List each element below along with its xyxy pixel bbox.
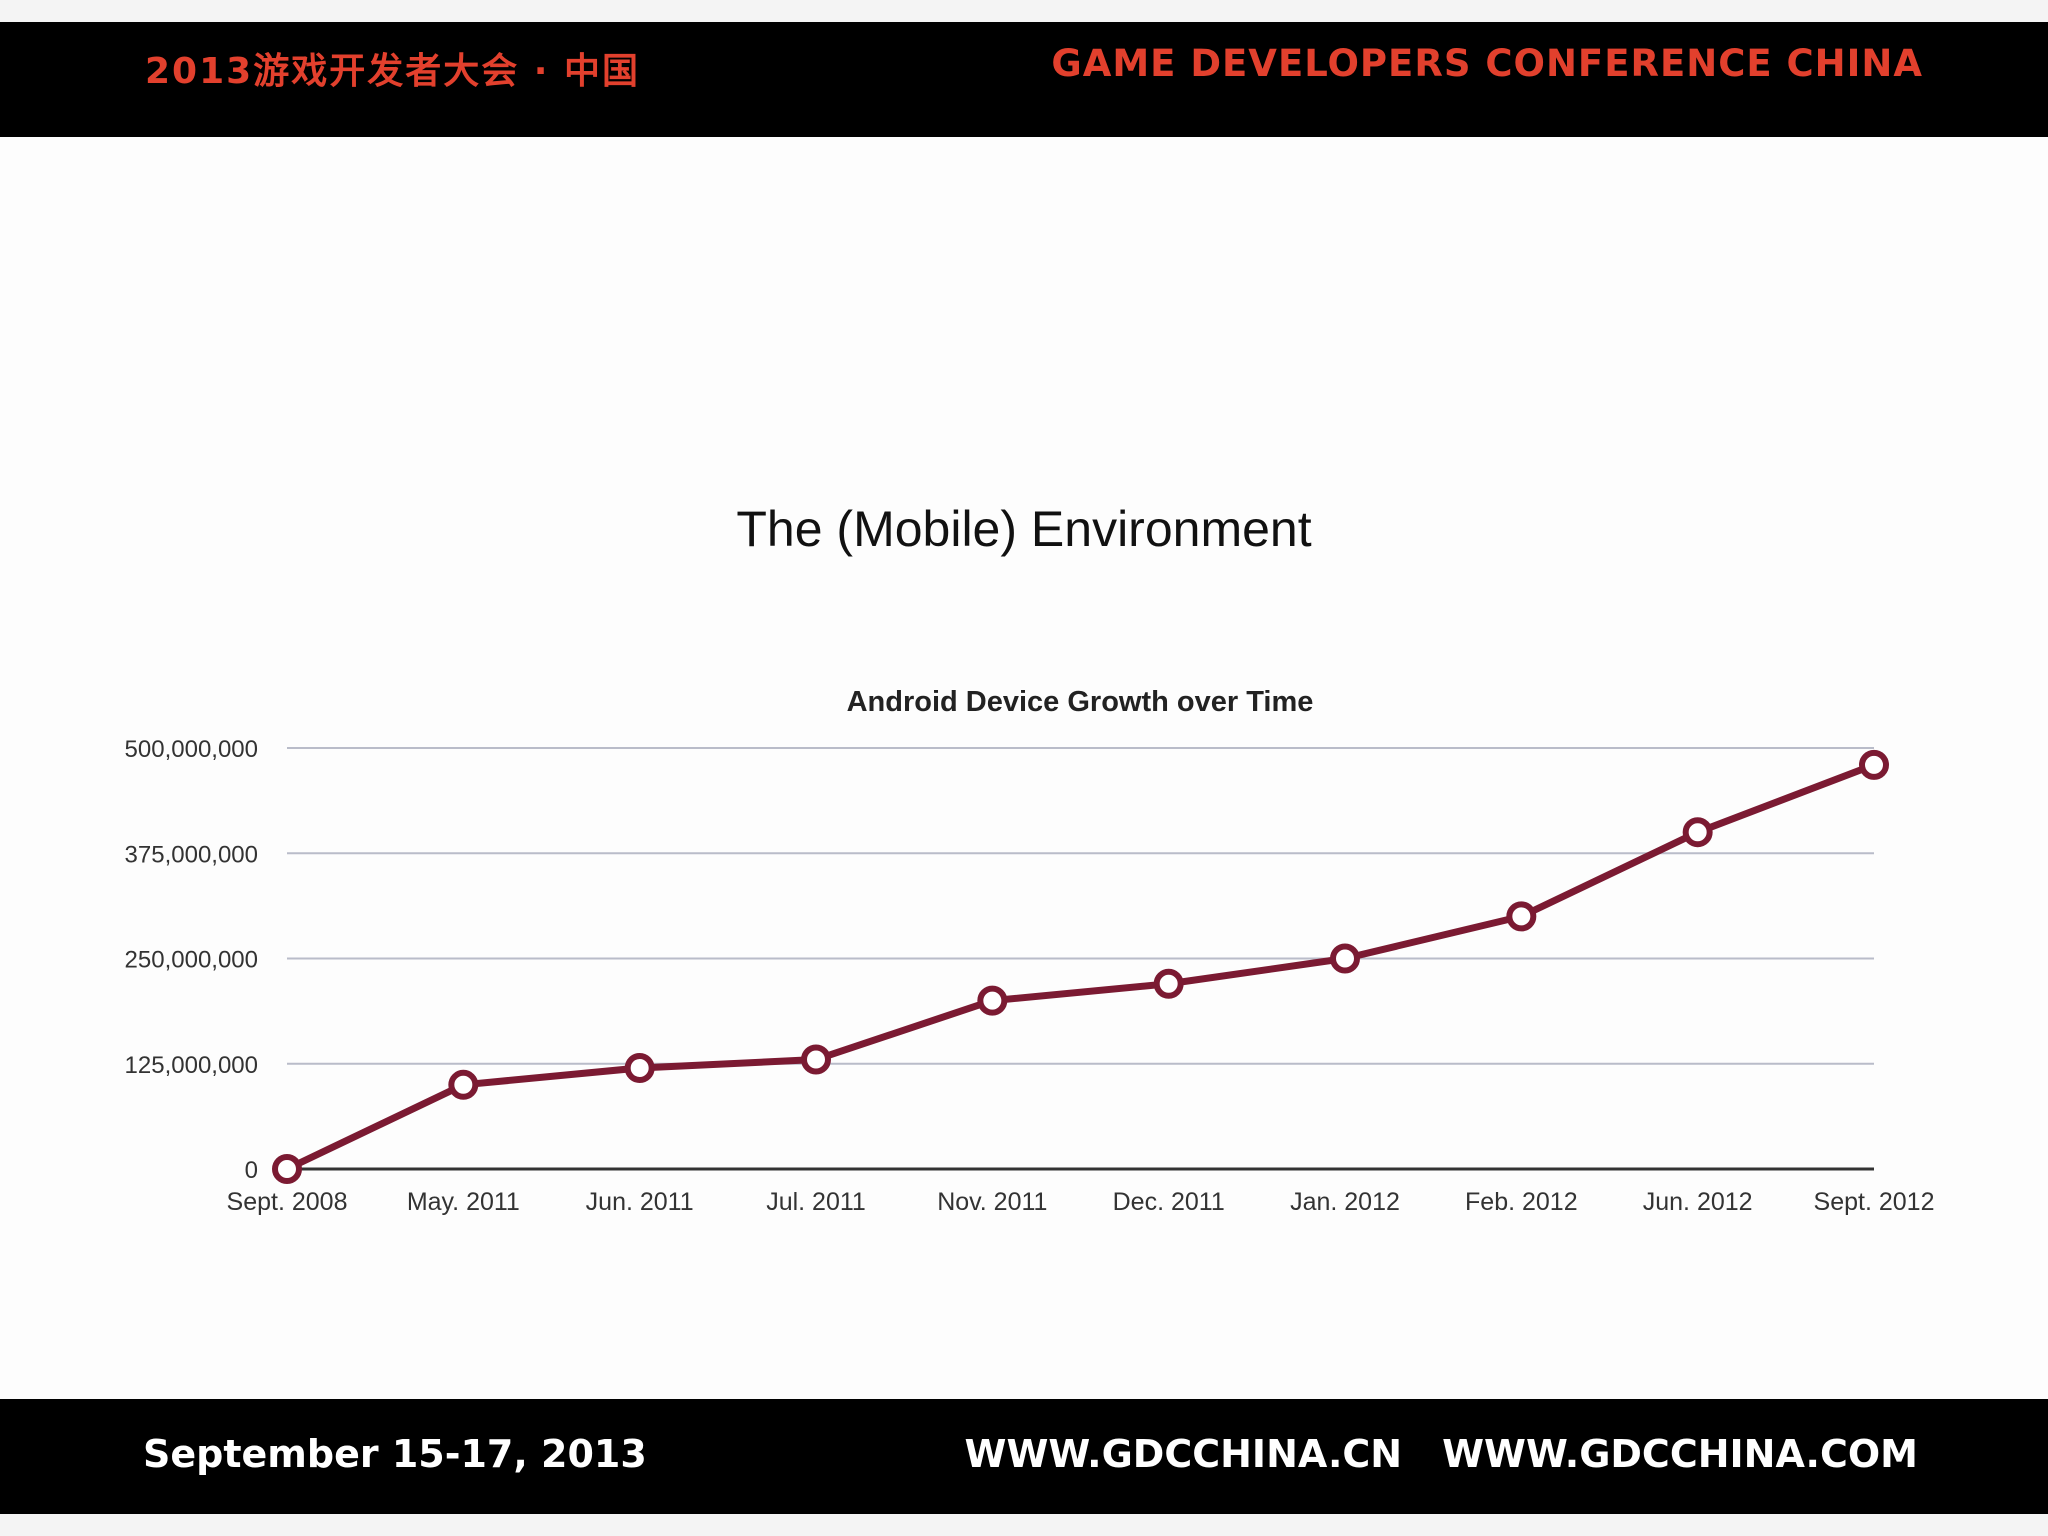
footer-url-cn: WWW.GDCCHINA.CN xyxy=(964,1432,1403,1476)
y-tick-label: 125,000,000 xyxy=(125,1052,258,1079)
y-tick-label: 375,000,000 xyxy=(125,841,258,868)
footer-links: WWW.GDCCHINA.CN WWW.GDCCHINA.COM xyxy=(965,1432,1918,1476)
data-point xyxy=(801,1044,831,1075)
data-point xyxy=(624,1052,655,1083)
y-tick-label: 500,000,000 xyxy=(125,736,258,763)
header-chinese-title: 2013游戏开发者大会 · 中国 xyxy=(145,51,640,92)
y-tick-label: 250,000,000 xyxy=(125,947,258,974)
data-point xyxy=(448,1069,479,1100)
footer-date: September 15-17, 2013 xyxy=(143,1432,647,1476)
x-tick-label: Jun. 2011 xyxy=(586,1188,694,1216)
chart-title: Android Device Growth over Time xyxy=(847,686,1314,718)
x-tick-label: Jan. 2012 xyxy=(1290,1188,1400,1216)
data-point xyxy=(1153,968,1184,999)
data-point xyxy=(1682,817,1713,848)
data-point xyxy=(977,985,1008,1016)
x-tick-label: Sept. 2008 xyxy=(227,1188,348,1216)
data-point xyxy=(272,1154,302,1184)
top-margin xyxy=(0,0,2048,22)
header-english-title: GAME DEVELOPERS CONFERENCE CHINA xyxy=(1051,42,1923,85)
bottom-margin xyxy=(0,1514,2048,1536)
data-point xyxy=(1506,901,1537,932)
footer-bar xyxy=(0,1399,2048,1514)
x-tick-label: Feb. 2012 xyxy=(1465,1188,1578,1216)
x-tick-label: Jul. 2011 xyxy=(766,1188,866,1216)
data-point xyxy=(1859,749,1889,780)
x-tick-label: Sept. 2012 xyxy=(1814,1188,1935,1216)
y-tick-label: 0 xyxy=(245,1157,258,1184)
header-bar xyxy=(0,22,2048,137)
x-tick-label: May. 2011 xyxy=(407,1188,520,1216)
slide-body xyxy=(0,137,2048,1399)
data-point xyxy=(1330,943,1360,974)
x-tick-label: Nov. 2011 xyxy=(937,1188,1047,1216)
slide-title: The (Mobile) Environment xyxy=(736,501,1312,557)
x-tick-label: Dec. 2011 xyxy=(1113,1188,1225,1216)
x-tick-label: Jun. 2012 xyxy=(1643,1188,1753,1216)
series-line xyxy=(285,761,1876,1173)
footer-url-com: WWW.GDCCHINA.COM xyxy=(1442,1432,1918,1476)
